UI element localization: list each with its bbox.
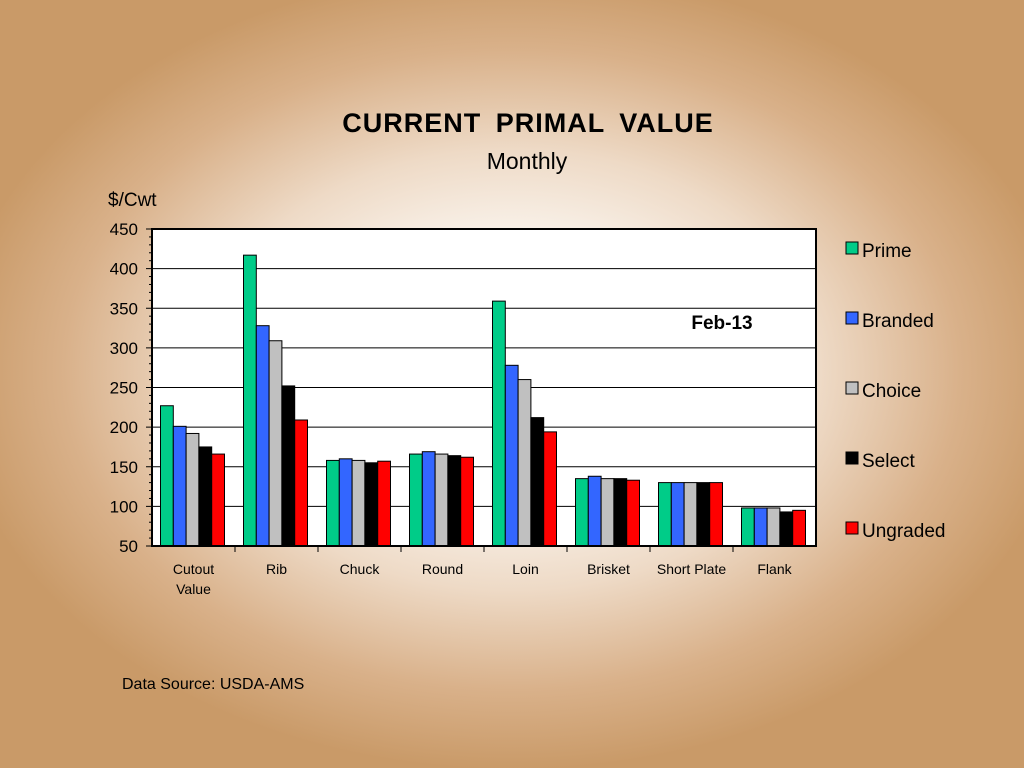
bar-ungraded bbox=[626, 479, 641, 547]
x-tick-label: Chuck bbox=[340, 561, 381, 577]
x-tick-label: Round bbox=[422, 561, 463, 577]
data-source-note: Data Source: USDA-AMS bbox=[122, 676, 305, 693]
bar-select bbox=[696, 482, 711, 547]
x-tick-label: Brisket bbox=[587, 561, 630, 577]
bar-ungraded bbox=[377, 460, 392, 547]
y-tick-label: 250 bbox=[110, 379, 138, 398]
bar-choice bbox=[268, 340, 283, 547]
bar-ungraded bbox=[460, 456, 475, 547]
bar-branded bbox=[753, 507, 768, 547]
bar-prime bbox=[243, 254, 257, 547]
bar-prime bbox=[658, 482, 672, 547]
legend-label-prime: Prime bbox=[862, 241, 912, 262]
legend-swatch-ungraded bbox=[845, 521, 859, 535]
plot-border bbox=[151, 228, 817, 547]
bar-select bbox=[613, 478, 628, 547]
bar-branded bbox=[421, 451, 436, 547]
x-tick-label: Short Plate bbox=[657, 561, 726, 577]
legend-label-select: Select bbox=[862, 451, 916, 472]
bar-select bbox=[779, 511, 794, 547]
bar-ungraded bbox=[709, 482, 724, 547]
y-tick-label: 350 bbox=[110, 299, 138, 318]
bar-ungraded bbox=[543, 431, 558, 547]
bar-prime bbox=[160, 405, 174, 547]
bar-prime bbox=[409, 453, 423, 547]
date-annotation: Feb-13 bbox=[691, 313, 752, 334]
bar-choice bbox=[766, 507, 781, 547]
bar-select bbox=[364, 462, 379, 547]
y-tick-label: 150 bbox=[110, 458, 138, 477]
bar-prime bbox=[326, 459, 340, 547]
legend-swatch-select bbox=[845, 451, 859, 465]
legend-label-choice: Choice bbox=[862, 381, 921, 402]
x-tick-label: Loin bbox=[512, 561, 538, 577]
chart-subtitle: Monthly bbox=[486, 148, 568, 174]
y-tick-label: 50 bbox=[119, 537, 138, 556]
y-tick-label: 200 bbox=[110, 418, 138, 437]
bar-ungraded bbox=[294, 419, 309, 547]
bar-choice bbox=[185, 432, 200, 547]
bar-prime bbox=[575, 478, 589, 547]
legend-swatch-branded bbox=[845, 311, 859, 325]
y-tick-label: 300 bbox=[110, 339, 138, 358]
bar-choice bbox=[434, 453, 449, 547]
bar-choice bbox=[517, 379, 532, 547]
y-tick-label: 450 bbox=[110, 220, 138, 239]
bar-prime bbox=[492, 300, 506, 547]
bar-branded bbox=[504, 364, 519, 547]
y-tick-label: 100 bbox=[110, 497, 138, 516]
legend-swatch-prime bbox=[845, 241, 859, 255]
bar-choice bbox=[351, 459, 366, 547]
bar-choice bbox=[600, 478, 615, 547]
bar-select bbox=[447, 455, 462, 547]
y-tick-label: 400 bbox=[110, 260, 138, 279]
bar-branded bbox=[255, 325, 270, 547]
plot-layer: 50 100 150 200 250 300 350 400 450 Cutout Value Rib… bbox=[110, 220, 946, 597]
bar-ungraded bbox=[211, 453, 225, 547]
bar-branded bbox=[670, 482, 685, 547]
bar-branded bbox=[587, 475, 602, 547]
x-tick-label: Flank bbox=[757, 561, 792, 577]
chart-title: CURRENT PRIMAL VALUE bbox=[342, 108, 714, 138]
bar-select bbox=[281, 385, 296, 547]
bar-ungraded bbox=[792, 509, 807, 547]
bar-branded bbox=[338, 458, 353, 547]
y-axis-label: $/Cwt bbox=[108, 190, 157, 211]
bar-choice bbox=[683, 482, 698, 547]
legend-label-branded: Branded bbox=[862, 311, 934, 332]
bar-select bbox=[530, 417, 545, 547]
bar-select bbox=[198, 446, 213, 547]
x-tick-label: Cutout bbox=[173, 561, 214, 577]
legend-label-ungraded: Ungraded bbox=[862, 521, 945, 542]
bar-prime bbox=[741, 507, 755, 547]
x-tick-label: Rib bbox=[266, 561, 287, 577]
bar-branded bbox=[172, 425, 187, 547]
legend-swatch-choice bbox=[845, 381, 859, 395]
x-tick-label: Value bbox=[176, 581, 211, 597]
